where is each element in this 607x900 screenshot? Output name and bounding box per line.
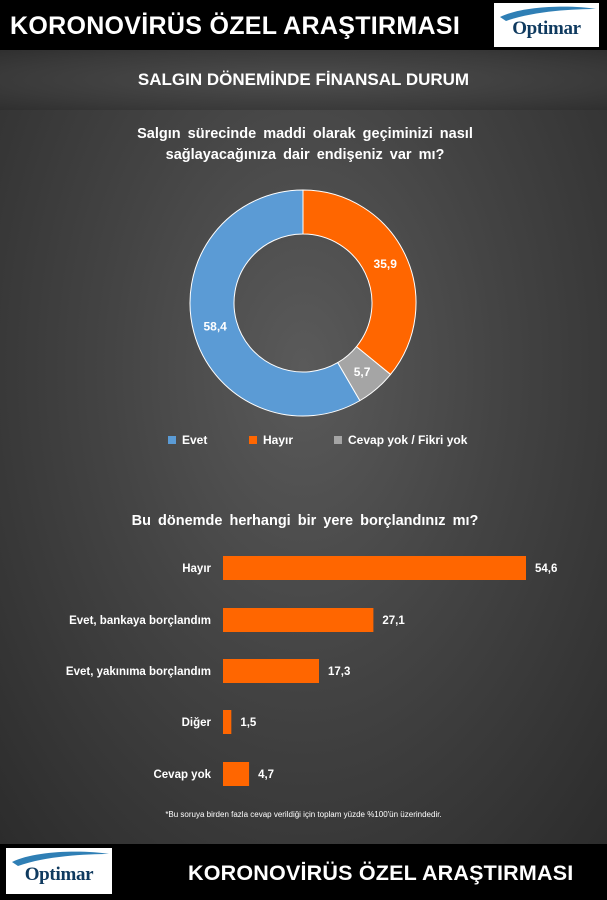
bar-value-yakinima: 17,3 <box>328 666 350 678</box>
bar-category-diger: Diğer <box>182 717 212 729</box>
subtitle: SALGIN DÖNEMİNDE FİNANSAL DURUM <box>137 70 470 89</box>
legend-item-hayir: Hayır <box>249 433 293 447</box>
bar-cevap-yok <box>223 762 250 786</box>
bar-bankaya <box>223 608 374 632</box>
bar-hayir <box>223 556 526 580</box>
bar-value-hayir: 54,6 <box>535 563 557 575</box>
bar-value-diger: 1,5 <box>240 717 257 729</box>
legend-item-evet: Evet <box>168 433 207 447</box>
content-panel <box>0 50 607 844</box>
optimar-logo-footer: Optimar <box>6 848 112 894</box>
donut-question-line-2: sağlayacağınıza dair endişeniz var mı? <box>165 147 445 163</box>
logo-text-footer: Optimar <box>24 864 94 885</box>
header-title: KORONOVİRÜS ÖZEL ARAŞTIRMASI <box>10 12 461 40</box>
logo-swoosh-icon <box>500 6 596 21</box>
bar-value-bankaya: 27,1 <box>382 615 405 627</box>
bar-question: Bu dönemde herhangi bir yere borçlandını… <box>131 513 479 529</box>
legend-swatch-cevap-yok <box>334 436 342 444</box>
logo-text: Optimar <box>512 18 581 39</box>
legend-item-cevap-yok: Cevap yok / Fikri yok <box>334 433 467 447</box>
legend-label-hayir: Hayır <box>263 433 294 447</box>
optimar-logo: Optimar <box>494 3 599 47</box>
bar-category-hayir: Hayır <box>182 563 211 575</box>
footer-title: KORONOVİRÜS ÖZEL ARAŞTIRMASI <box>188 861 574 885</box>
donut-slice-hayir <box>302 189 417 376</box>
subtitle-bar <box>0 50 607 110</box>
donut-label-evet: 58,4 <box>203 320 227 334</box>
logo-swoosh-icon <box>12 851 109 866</box>
legend-label-cevap-yok: Cevap yok / Fikri yok <box>348 433 468 447</box>
bar-diger <box>223 710 232 734</box>
donut-question: Salgın sürecinde maddi olarak geçiminizi… <box>60 124 550 166</box>
donut-label-hayir: 35,9 <box>374 257 398 271</box>
donut-label-cevap-yok: 5,7 <box>354 365 371 379</box>
legend-swatch-hayir <box>249 436 257 444</box>
donut-slice-evet <box>189 189 361 417</box>
legend-label-evet: Evet <box>182 433 208 447</box>
footnote: *Bu soruya birden fazla cevap verildiği … <box>165 810 442 819</box>
donut-question-line-1: Salgın sürecinde maddi olarak geçiminizi… <box>137 126 473 142</box>
bar-category-cevap-yok: Cevap yok <box>153 769 211 781</box>
legend-swatch-evet <box>168 436 176 444</box>
bar-category-yakinima: Evet, yakınıma borçlandım <box>66 666 211 678</box>
bar-yakinima <box>223 659 320 683</box>
bar-value-cevap-yok: 4,7 <box>258 769 274 781</box>
bar-category-bankaya: Evet, bankaya borçlandım <box>69 615 211 627</box>
donut-slice-cevap-yok <box>337 345 392 402</box>
